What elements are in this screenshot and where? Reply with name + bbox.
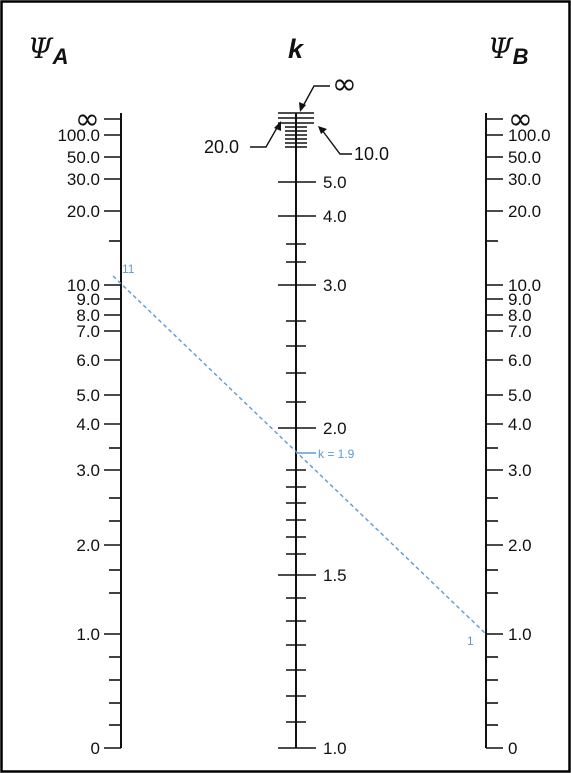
k-tick-label: 1.0 xyxy=(323,739,347,758)
k-axis-title: k xyxy=(288,34,305,64)
psi-b-tick-label: 50.0 xyxy=(508,148,541,167)
solution-annotation: 11 k = 1.9 1 xyxy=(112,262,487,648)
psi-b-tick-label: 4.0 xyxy=(508,415,532,434)
k-callout-20: 20.0 xyxy=(204,137,239,157)
solution-line xyxy=(112,275,487,635)
k-callout-10-arrow xyxy=(318,126,327,134)
psi-b-tick-label: 8.0 xyxy=(508,306,532,325)
k-ticks xyxy=(278,112,316,749)
psi-a-tick-label: ∞ xyxy=(75,102,100,137)
psi-a-tick-label: 7.0 xyxy=(76,322,100,341)
k-tick-label: 3.0 xyxy=(323,276,347,295)
psi-a-labels: ∞100.0 50.0 30.0 20.0 10.09.08.07.0 6.0 5.0 4.0… xyxy=(57,102,100,758)
k-callout-10-line xyxy=(321,129,352,155)
psi-a-tick-label: 1.0 xyxy=(76,625,100,644)
psi-a-tick-label: 4.0 xyxy=(76,415,100,434)
psi-b-tick-label: 9.0 xyxy=(508,290,532,309)
k-tick-label: 2.0 xyxy=(323,419,347,438)
psi-a-axis: ∞100.0 50.0 30.0 20.0 10.09.08.07.0 6.0 5.0 4.0… xyxy=(57,102,122,758)
psi-b-tick-label: 100.0 xyxy=(508,126,551,145)
psi-a-tick-label: 0 xyxy=(91,739,100,758)
psi-a-value-label: 11 xyxy=(122,262,135,276)
k-labels: 5.0 4.0 3.0 2.0 1.5 1.0 xyxy=(323,173,347,758)
psi-a-tick-label: 30.0 xyxy=(67,170,100,189)
psi-a-title: ΨA xyxy=(28,32,68,69)
k-infinity-label: ∞ xyxy=(332,67,357,102)
psi-b-tick-label: 10.0 xyxy=(508,276,541,295)
k-infinity-arrow xyxy=(299,102,306,112)
psi-a-tick-label: 3.0 xyxy=(76,461,100,480)
psi-b-tick-label: 7.0 xyxy=(508,322,532,341)
psi-b-axis: ∞100.0 50.0 30.0 20.0 10.09.08.07.0 6.0 5.0 4.0… xyxy=(485,102,551,758)
psi-a-tick-label: 50.0 xyxy=(67,148,100,167)
psi-a-tick-label: 10.0 xyxy=(67,276,100,295)
psi-b-tick-label: ∞ xyxy=(508,102,533,137)
k-tick-label: 4.0 xyxy=(323,207,347,226)
psi-b-tick-label: 2.0 xyxy=(508,536,532,555)
psi-b-value-label: 1 xyxy=(467,634,474,648)
psi-b-labels: ∞100.0 50.0 30.0 20.0 10.09.08.07.0 6.0 5.0 4.0… xyxy=(508,102,551,758)
k-axis: 5.0 4.0 3.0 2.0 1.5 1.0 ∞ 20.0 10.0 xyxy=(204,67,389,758)
psi-b-tick-label: 1.0 xyxy=(508,625,532,644)
psi-b-title: ΨB xyxy=(488,32,529,69)
k-tick-label: 1.5 xyxy=(323,566,347,585)
psi-a-tick-label: 20.0 xyxy=(67,202,100,221)
k-callout-20-arrow xyxy=(274,121,281,131)
psi-b-tick-label: 20.0 xyxy=(508,202,541,221)
psi-b-tick-label: 0 xyxy=(508,739,517,758)
psi-b-ticks xyxy=(486,118,503,749)
psi-b-tick-label: 6.0 xyxy=(508,351,532,370)
k-tick-label: 5.0 xyxy=(323,173,347,192)
psi-a-tick-label: 2.0 xyxy=(76,536,100,555)
psi-a-tick-label: 6.0 xyxy=(76,351,100,370)
psi-b-tick-label: 30.0 xyxy=(508,170,541,189)
psi-b-tick-label: 3.0 xyxy=(508,461,532,480)
k-infinity-callout xyxy=(301,85,330,109)
psi-a-tick-label: 8.0 xyxy=(76,306,100,325)
k-value-label: k = 1.9 xyxy=(318,447,355,461)
k-callout-20-line xyxy=(250,125,279,148)
psi-a-tick-label: 9.0 xyxy=(76,290,100,309)
psi-a-tick-label: 100.0 xyxy=(57,126,100,145)
k-callout-10: 10.0 xyxy=(354,144,389,164)
psi-a-ticks xyxy=(104,118,121,749)
psi-a-tick-label: 5.0 xyxy=(76,386,100,405)
psi-b-tick-label: 5.0 xyxy=(508,386,532,405)
